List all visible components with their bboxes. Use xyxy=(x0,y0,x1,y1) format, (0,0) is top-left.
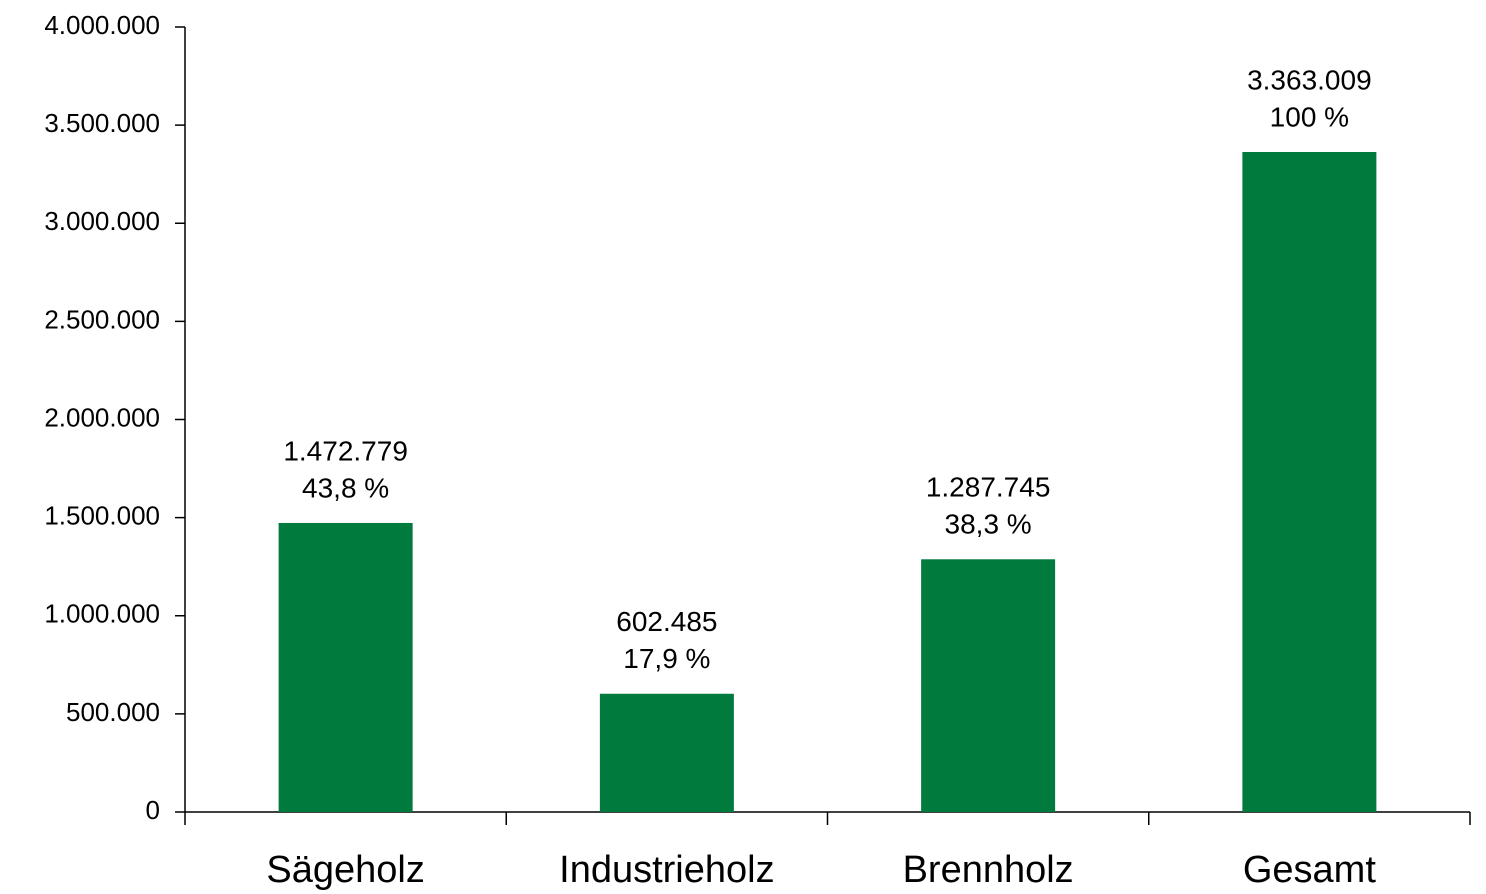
y-tick-label: 1.500.000 xyxy=(44,501,160,531)
y-tick-label: 2.500.000 xyxy=(44,304,160,334)
y-tick-label: 4.000.000 xyxy=(44,10,160,40)
share-label: 43,8 % xyxy=(302,472,389,503)
value-label: 3.363.009 xyxy=(1247,64,1372,95)
share-label: 17,9 % xyxy=(623,643,710,674)
x-tick-label: Brennholz xyxy=(903,849,1074,891)
y-tick-label: 1.000.000 xyxy=(44,599,160,629)
bar xyxy=(599,693,734,812)
bar xyxy=(921,559,1056,812)
y-tick-label: 0 xyxy=(146,795,160,825)
share-label: 38,3 % xyxy=(945,509,1032,540)
x-tick-label: Industrieholz xyxy=(559,849,774,891)
x-tick-label: Gesamt xyxy=(1243,849,1376,891)
y-tick-label: 3.500.000 xyxy=(44,108,160,138)
bar xyxy=(1242,152,1377,812)
share-label: 100 % xyxy=(1270,101,1349,132)
y-tick-label: 3.000.000 xyxy=(44,206,160,236)
value-label: 1.287.745 xyxy=(926,472,1051,503)
x-tick-label: Sägeholz xyxy=(266,849,424,891)
value-label: 602.485 xyxy=(616,606,717,637)
y-tick-label: 500.000 xyxy=(66,697,160,727)
y-tick-label: 2.000.000 xyxy=(44,402,160,432)
bar xyxy=(278,522,413,812)
value-label: 1.472.779 xyxy=(283,435,408,466)
